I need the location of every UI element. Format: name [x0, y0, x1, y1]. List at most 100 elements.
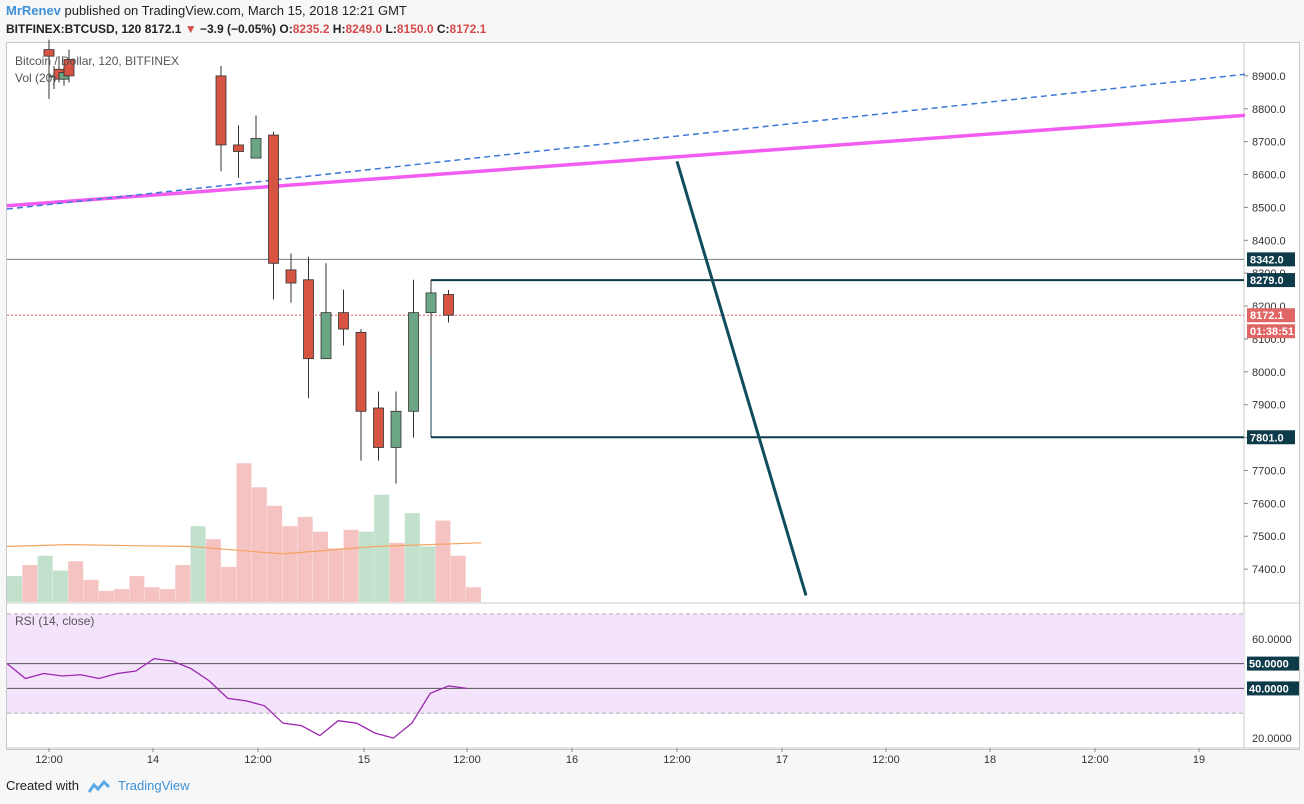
candle-body	[338, 312, 349, 330]
y-tick-label: 8700.0	[1252, 137, 1286, 149]
symbol-label: BITFINEX:BTCUSD, 120	[6, 22, 142, 36]
open-value: 8235.2	[292, 22, 330, 36]
volume-bar	[297, 516, 313, 602]
candle-body	[43, 49, 55, 57]
candle-body	[63, 59, 75, 77]
countdown-badge-text: 01:38:51	[1250, 326, 1294, 338]
volume-bar	[236, 463, 252, 602]
x-tick-label: 12:00	[663, 754, 691, 766]
candle	[390, 391, 402, 484]
volume-legend[interactable]: Vol (20)	[15, 71, 57, 85]
volume-bar	[450, 555, 466, 602]
candle	[320, 263, 332, 360]
open-label: O:	[279, 22, 293, 36]
volume-bar	[7, 576, 22, 602]
level-badge-text: 7801.0	[1250, 432, 1284, 444]
x-tick-label: 12:00	[453, 754, 481, 766]
rsi-level-badge	[1247, 681, 1299, 696]
ohlc-header: BITFINEX:BTCUSD, 120 8172.1 ▼ −3.9 (−0.0…	[6, 22, 486, 36]
y-tick-label: 8000.0	[1252, 367, 1286, 379]
y-tick-label: 8900.0	[1252, 71, 1286, 83]
x-tick-label: 18	[984, 754, 996, 766]
dashed-trendline	[6, 73, 1246, 210]
y-tick-label: 7500.0	[1252, 531, 1286, 543]
high-value: 8249.0	[345, 22, 383, 36]
created-with-text: Created with	[6, 778, 79, 793]
candle	[285, 253, 297, 303]
volume-bar	[282, 526, 298, 602]
candle	[63, 49, 75, 83]
volume-bar	[22, 565, 38, 602]
low-value: 8150.0	[396, 22, 434, 36]
candle-body	[443, 294, 454, 316]
candle	[373, 391, 384, 461]
x-tick-label: 14	[147, 754, 159, 766]
candle	[215, 66, 227, 172]
volume-bar	[389, 542, 405, 602]
pink-trendline	[6, 113, 1246, 208]
x-tick-label: 16	[566, 754, 578, 766]
candle-body	[215, 75, 227, 146]
rsi-tick-label: 20.0000	[1252, 733, 1292, 745]
last-price-badge-text: 8172.1	[1250, 310, 1284, 322]
x-tick-label: 17	[776, 754, 788, 766]
y-tick-label: 7900.0	[1252, 400, 1286, 412]
close-label: C:	[436, 22, 450, 36]
volume-bar	[251, 487, 267, 602]
candle	[408, 279, 419, 438]
last-price: 8172.1	[144, 22, 182, 36]
level-badge-text: 8342.0	[1250, 254, 1284, 266]
x-tick-label: 15	[358, 754, 370, 766]
rsi-level-badge-text: 50.0000	[1249, 659, 1289, 671]
y-tick-label: 8400.0	[1252, 235, 1286, 247]
author-name[interactable]: MrRenev	[6, 3, 61, 18]
low-label: L:	[385, 22, 397, 36]
tradingview-brand-link[interactable]: TradingView	[118, 778, 190, 793]
rsi-legend[interactable]: RSI (14, close)	[15, 614, 95, 628]
y-tick-label: 7600.0	[1252, 498, 1286, 510]
x-tick-label: 12:00	[244, 754, 272, 766]
level-badge-text: 8279.0	[1250, 275, 1284, 287]
volume-bar	[114, 589, 130, 602]
candle-body	[303, 279, 314, 360]
candle	[268, 131, 279, 300]
candle-body	[355, 331, 367, 412]
rsi-line	[6, 657, 468, 739]
candle	[250, 115, 262, 159]
volume-bar	[175, 565, 191, 602]
candle-body	[373, 407, 384, 448]
projection-line	[675, 160, 808, 596]
candle-body	[285, 269, 297, 284]
y-tick-label: 7700.0	[1252, 465, 1286, 477]
x-tick-label: 19	[1193, 754, 1205, 766]
volume-bar	[37, 555, 53, 602]
rsi-level-badge	[1247, 656, 1299, 671]
candle-body	[250, 137, 262, 159]
candle-body	[268, 134, 279, 264]
candle	[233, 125, 244, 178]
down-arrow-icon: ▼	[184, 22, 197, 36]
volume-bar	[313, 531, 328, 602]
last-price-badge	[1247, 308, 1295, 323]
x-tick-label: 12:00	[1081, 754, 1109, 766]
x-tick-label: 12:00	[872, 754, 900, 766]
volume-bar	[160, 589, 175, 602]
volume-bar	[404, 513, 420, 602]
candle	[443, 289, 454, 323]
x-tick-label: 12:00	[35, 754, 63, 766]
published-text: published on TradingView.com, March 15, …	[64, 3, 407, 18]
candle-body	[408, 312, 419, 412]
y-tick-label: 8800.0	[1252, 104, 1286, 116]
candle	[355, 329, 367, 461]
main-legend[interactable]: Bitcoin / Dollar, 120, BITFINEX	[15, 54, 180, 68]
volume-bar	[98, 590, 114, 602]
candle	[338, 289, 349, 346]
candle-body	[320, 312, 332, 360]
volume-bar	[358, 531, 374, 602]
countdown-badge	[1247, 324, 1295, 339]
candle-body	[425, 292, 437, 314]
publish-header: MrRenev published on TradingView.com, Ma…	[6, 3, 407, 18]
candle	[43, 39, 55, 99]
volume-bar	[466, 587, 481, 602]
